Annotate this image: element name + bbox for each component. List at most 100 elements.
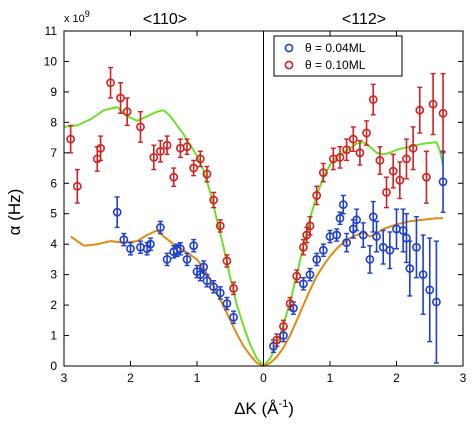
data-point-low bbox=[372, 232, 381, 241]
data-point-low bbox=[279, 331, 288, 340]
data-point-high bbox=[382, 188, 391, 197]
data-point-high bbox=[169, 172, 179, 182]
data-point-high bbox=[272, 335, 282, 345]
x-tick-label: 3 bbox=[61, 371, 68, 385]
data-point-high bbox=[388, 166, 398, 176]
data-point-low bbox=[215, 288, 225, 298]
y-tick-label: 8 bbox=[50, 115, 57, 129]
data-point-high bbox=[136, 122, 145, 132]
data-point-low bbox=[305, 270, 315, 280]
data-point-low bbox=[199, 262, 209, 272]
data-point-high bbox=[195, 154, 205, 164]
data-point-low bbox=[348, 224, 358, 234]
data-point-high bbox=[149, 152, 159, 162]
data-point-low bbox=[195, 270, 205, 280]
data-point-high bbox=[318, 168, 328, 178]
data-point-high bbox=[375, 156, 385, 165]
data-point-high bbox=[66, 134, 76, 144]
data-point-low bbox=[398, 226, 408, 235]
y-tick-label: 3 bbox=[50, 268, 57, 282]
data-point-low bbox=[385, 245, 395, 255]
data-point-high bbox=[298, 242, 308, 252]
data-point-low bbox=[425, 285, 435, 295]
legend: θ = 0.04ML θ = 0.10ML bbox=[273, 35, 403, 77]
data-point-high bbox=[182, 142, 192, 152]
y-tick-label: 6 bbox=[50, 176, 57, 190]
data-point-low bbox=[202, 276, 212, 286]
data-point-high bbox=[312, 191, 322, 200]
data-point-high bbox=[209, 195, 219, 205]
x-axis-title: ΔK (Å-1) bbox=[234, 398, 294, 418]
x-tick-label: 0 bbox=[260, 371, 267, 385]
data-point-high bbox=[215, 221, 225, 231]
data-point-high bbox=[156, 146, 165, 156]
y-tick-label: 0 bbox=[50, 359, 57, 373]
data-point-high bbox=[408, 143, 418, 153]
data-point-high bbox=[302, 230, 312, 240]
y-tick-label: 2 bbox=[50, 298, 57, 312]
data-point-high bbox=[395, 175, 405, 185]
y-axis-title: α (Hz) bbox=[5, 189, 24, 236]
x-tick-label: 3 bbox=[460, 371, 467, 385]
legend-label-high: θ = 0.10ML bbox=[305, 58, 366, 72]
data-point-high bbox=[402, 154, 411, 164]
data-point-low bbox=[126, 244, 135, 254]
data-point-low bbox=[335, 213, 345, 223]
x-tick-label: 2 bbox=[393, 371, 400, 385]
data-point-high bbox=[428, 99, 438, 109]
data-point-high bbox=[162, 140, 172, 150]
direction-label-left: <110> bbox=[143, 11, 187, 28]
y-tick-label: 11 bbox=[45, 24, 58, 38]
y-tick-label: 10 bbox=[44, 54, 58, 68]
data-points bbox=[66, 78, 448, 351]
data-point-low bbox=[222, 299, 232, 308]
legend-label-low: θ = 0.04ML bbox=[305, 41, 366, 55]
data-point-high bbox=[229, 283, 238, 293]
data-point-low bbox=[175, 244, 185, 254]
data-point-high bbox=[202, 169, 212, 179]
x-tick-label: 2 bbox=[127, 371, 134, 385]
data-point-high bbox=[96, 143, 105, 153]
data-point-low bbox=[368, 212, 378, 222]
data-point-low bbox=[418, 270, 428, 280]
data-point-low bbox=[119, 235, 129, 245]
data-point-high bbox=[279, 322, 288, 331]
data-point-low bbox=[229, 312, 238, 322]
data-point-low bbox=[312, 255, 322, 264]
data-point-low bbox=[146, 239, 155, 249]
data-point-high bbox=[362, 128, 371, 138]
data-point-low bbox=[405, 264, 415, 273]
data-point-high bbox=[292, 271, 302, 281]
data-point-low bbox=[189, 241, 199, 251]
data-point-high bbox=[422, 172, 431, 182]
data-point-low bbox=[365, 255, 375, 264]
data-point-low bbox=[438, 177, 448, 187]
y-tick-label: 7 bbox=[50, 146, 57, 160]
y-tick-label: 5 bbox=[50, 207, 57, 221]
data-point-low bbox=[338, 200, 348, 209]
data-point-high bbox=[438, 108, 448, 118]
data-point-high bbox=[222, 256, 232, 266]
data-point-low bbox=[318, 245, 328, 255]
data-point-high bbox=[189, 163, 199, 173]
data-point-high bbox=[116, 93, 125, 103]
data-point-low bbox=[402, 233, 411, 243]
data-point-high bbox=[348, 134, 358, 144]
legend-marker-high bbox=[284, 60, 294, 70]
legend-box bbox=[273, 35, 403, 77]
data-point-high bbox=[342, 145, 352, 155]
data-point-low bbox=[298, 279, 308, 289]
y-multiplier: x 109 bbox=[64, 9, 90, 25]
data-point-low bbox=[358, 230, 368, 240]
data-point-low bbox=[209, 282, 219, 292]
fit-curve-low bbox=[70, 217, 444, 367]
data-point-low bbox=[332, 230, 342, 240]
data-point-low bbox=[342, 238, 352, 248]
data-point-low bbox=[156, 223, 165, 232]
data-point-low bbox=[412, 242, 421, 252]
data-point-high bbox=[92, 154, 102, 164]
data-point-high bbox=[415, 105, 425, 115]
data-point-low bbox=[431, 297, 441, 307]
axes bbox=[63, 30, 464, 367]
